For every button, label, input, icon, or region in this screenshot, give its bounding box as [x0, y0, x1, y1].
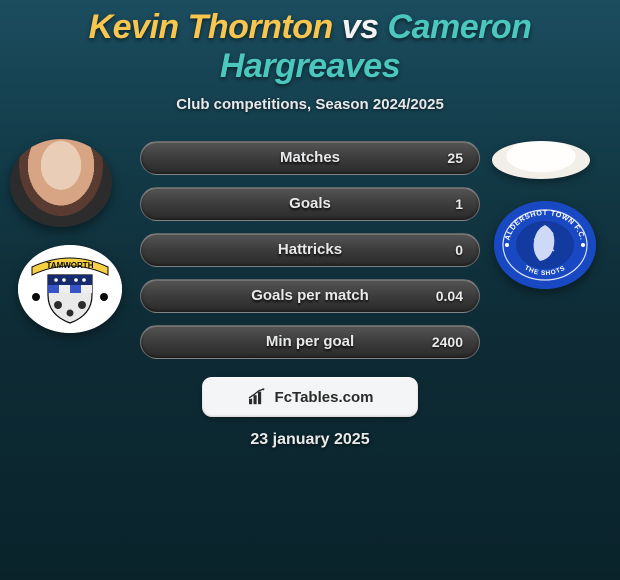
stat-value-right: 25 [447, 142, 463, 174]
vs-separator: vs [342, 8, 379, 46]
comparison-stage: TAMWORTH A [0, 125, 620, 465]
stat-value-right: 2400 [432, 326, 463, 358]
stat-rows: Matches 25 Goals 1 Hattricks 0 Goals per… [140, 141, 480, 371]
club-crest-right: ALDERSHOT TOWN F.C. THE SHOTS [494, 201, 596, 289]
aldershot-crest-icon: ALDERSHOT TOWN F.C. THE SHOTS [494, 201, 596, 289]
page-title: Kevin Thornton vs Cameron Hargreaves [0, 0, 620, 86]
stat-value-right: 1 [455, 188, 463, 220]
svg-text:TAMWORTH: TAMWORTH [47, 261, 94, 270]
stat-row-gpm: Goals per match 0.04 [140, 279, 480, 313]
stat-label: Min per goal [141, 326, 479, 358]
brand-footer[interactable]: FcTables.com [202, 377, 418, 417]
stat-row-hattricks: Hattricks 0 [140, 233, 480, 267]
stat-row-goals: Goals 1 [140, 187, 480, 221]
stat-value-right: 0.04 [436, 280, 463, 312]
club-crest-left: TAMWORTH [18, 245, 122, 333]
date-line: 23 january 2025 [0, 431, 620, 449]
stat-label: Matches [141, 142, 479, 174]
subtitle: Club competitions, Season 2024/2025 [0, 96, 620, 113]
stat-label: Goals per match [141, 280, 479, 312]
brand-text: FcTables.com [275, 389, 374, 406]
player2-avatar [492, 141, 590, 179]
stat-row-mpg: Min per goal 2400 [140, 325, 480, 359]
bars-icon [247, 388, 269, 406]
stat-label: Goals [141, 188, 479, 220]
stat-label: Hattricks [141, 234, 479, 266]
player1-avatar [10, 139, 112, 227]
player1-name: Kevin Thornton [89, 8, 333, 46]
stat-value-right: 0 [455, 234, 463, 266]
tamworth-crest-icon: TAMWORTH [18, 245, 122, 333]
stat-row-matches: Matches 25 [140, 141, 480, 175]
